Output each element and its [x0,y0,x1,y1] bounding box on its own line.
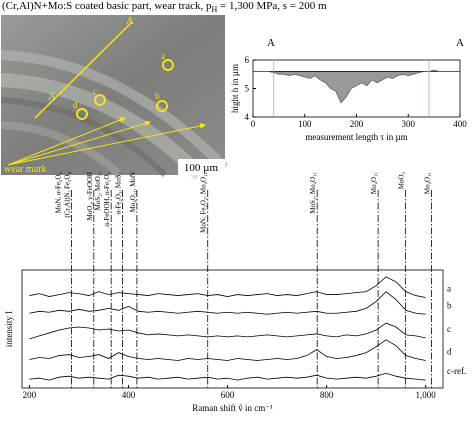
x-tick-label: 300 [402,119,416,129]
reference-label: (Cr,Al)N, Fe₃O₄ [64,171,72,217]
x-axis-label: measurement length τ in µm [305,132,407,142]
scale-box [178,159,225,175]
spot [94,94,106,106]
x-axis-label: Raman shift ṽ in cm⁻¹ [192,403,273,413]
reference-label: Mo₄O₁₁ [424,172,432,194]
micrograph: A A a b c d wear mark 100 µm [0,15,229,180]
reference-label: Mo₄O₁₁ [370,172,378,194]
legend-label: d [447,346,452,356]
x-tick-label: 100 [298,119,312,129]
y-tick-label: 5 [245,84,250,94]
section-label: A [48,91,56,103]
section-line [34,21,133,119]
reference-label: α-Fe₂O₃, MoS₂ [115,171,123,214]
spectrum [29,291,426,315]
track-band [0,97,168,178]
x-tick-label: 200 [23,390,37,400]
x-tick-label: 200 [350,119,364,129]
scale-bar-label: 100 µm [184,162,219,174]
y-tick-label: 6 [245,55,250,65]
x-tick-label: 400 [122,390,136,400]
x-tick-label: 800 [320,390,334,400]
figure-title: (Cr,Al)N+Mo:S coated basic part, wear tr… [2,0,327,14]
reference-label: MoO₃ [397,171,405,189]
spectrum [29,276,426,298]
legend-label: a [447,284,451,294]
title-subscript: H [212,5,218,14]
spectrum [29,322,426,340]
spot-label: a [161,51,165,61]
reference-label: MoN, α-Fe₂O₃ [55,171,63,213]
reference-label: MoN, Fe₂O₃, Mo₄O₁₁ [200,172,208,233]
section-label: A [126,15,134,27]
reference-label: Mo₄O₁₁, MoN [129,172,137,212]
title-text: = 1,300 MPa, s = 200 m [217,0,327,12]
reference-label: MoO₂, γ-FeOOH [86,172,94,220]
end-label: A [267,37,275,49]
spot [156,100,168,112]
spot-label: b [155,91,160,101]
legend-label: b [447,300,452,310]
spectrum [29,372,426,381]
end-label: A [456,37,464,49]
track-band [0,121,123,178]
reference-label: MoS₂, MoO₂, [94,172,102,211]
reference-label: α-FeOOH, α-Fe₂O₃ [103,171,111,226]
track-band [0,50,229,172]
micrograph-image [1,15,225,175]
arrow [7,120,151,166]
spot-label: d [73,100,78,110]
y-axis-label: intensity I [4,311,14,347]
x-tick-label: 400 [453,119,467,129]
spot-label: c [93,86,97,96]
arrow [7,123,206,166]
x-tick-label: 0 [251,119,256,129]
profile-line [253,69,460,104]
arrow [7,117,126,166]
y-tick-label: 4 [245,112,250,122]
x-tick-label: 1,000 [416,390,437,400]
spot [162,59,174,71]
plot-frame [21,269,444,389]
title-text: (Cr,Al)N+Mo:S coated basic part, wear tr… [2,0,212,12]
track-band [0,73,205,180]
legend-label: c [447,324,451,334]
legend-label: c-ref. [447,366,466,376]
profile-area [253,69,460,103]
reference-label: MoS₂, Mo₄O₁₁ [309,172,317,214]
arrow-label: wear mark [4,164,46,175]
x-tick-label: 600 [221,390,235,400]
spot [76,108,88,120]
spectrum [29,339,426,361]
y-axis-label: hight h in µm [230,64,240,113]
